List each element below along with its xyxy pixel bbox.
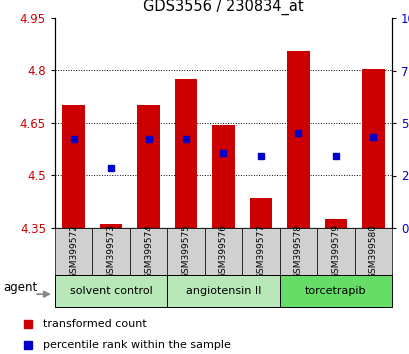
Text: GSM399579: GSM399579 bbox=[330, 224, 339, 279]
Bar bbox=[167, 275, 279, 307]
Text: GSM399580: GSM399580 bbox=[368, 224, 377, 279]
Text: GSM399575: GSM399575 bbox=[181, 224, 190, 279]
Bar bbox=[212, 125, 234, 228]
Bar bbox=[174, 79, 197, 228]
Bar bbox=[130, 228, 167, 275]
Text: GSM399574: GSM399574 bbox=[144, 224, 153, 279]
Bar bbox=[167, 228, 204, 275]
Bar bbox=[249, 198, 272, 228]
Bar bbox=[62, 105, 85, 228]
Bar bbox=[55, 228, 92, 275]
Bar bbox=[324, 219, 346, 228]
Bar bbox=[279, 275, 391, 307]
Bar bbox=[316, 228, 354, 275]
Bar bbox=[55, 275, 167, 307]
Bar bbox=[242, 228, 279, 275]
Text: GSM399578: GSM399578 bbox=[293, 224, 302, 279]
Text: percentile rank within the sample: percentile rank within the sample bbox=[43, 340, 230, 350]
Text: agent: agent bbox=[3, 281, 37, 294]
Text: angiotensin II: angiotensin II bbox=[185, 286, 261, 296]
Text: GSM399572: GSM399572 bbox=[69, 224, 78, 279]
Bar bbox=[286, 51, 309, 228]
Bar bbox=[137, 105, 160, 228]
Title: GDS3556 / 230834_at: GDS3556 / 230834_at bbox=[143, 0, 303, 15]
Bar bbox=[354, 228, 391, 275]
Text: GSM399577: GSM399577 bbox=[256, 224, 265, 279]
Text: GSM399573: GSM399573 bbox=[106, 224, 115, 279]
Bar bbox=[361, 69, 384, 228]
Text: GSM399576: GSM399576 bbox=[218, 224, 227, 279]
Bar bbox=[279, 228, 316, 275]
Bar bbox=[92, 228, 130, 275]
Text: transformed count: transformed count bbox=[43, 319, 146, 329]
Bar bbox=[204, 228, 242, 275]
Text: solvent control: solvent control bbox=[70, 286, 152, 296]
Text: torcetrapib: torcetrapib bbox=[304, 286, 366, 296]
Bar bbox=[100, 224, 122, 228]
